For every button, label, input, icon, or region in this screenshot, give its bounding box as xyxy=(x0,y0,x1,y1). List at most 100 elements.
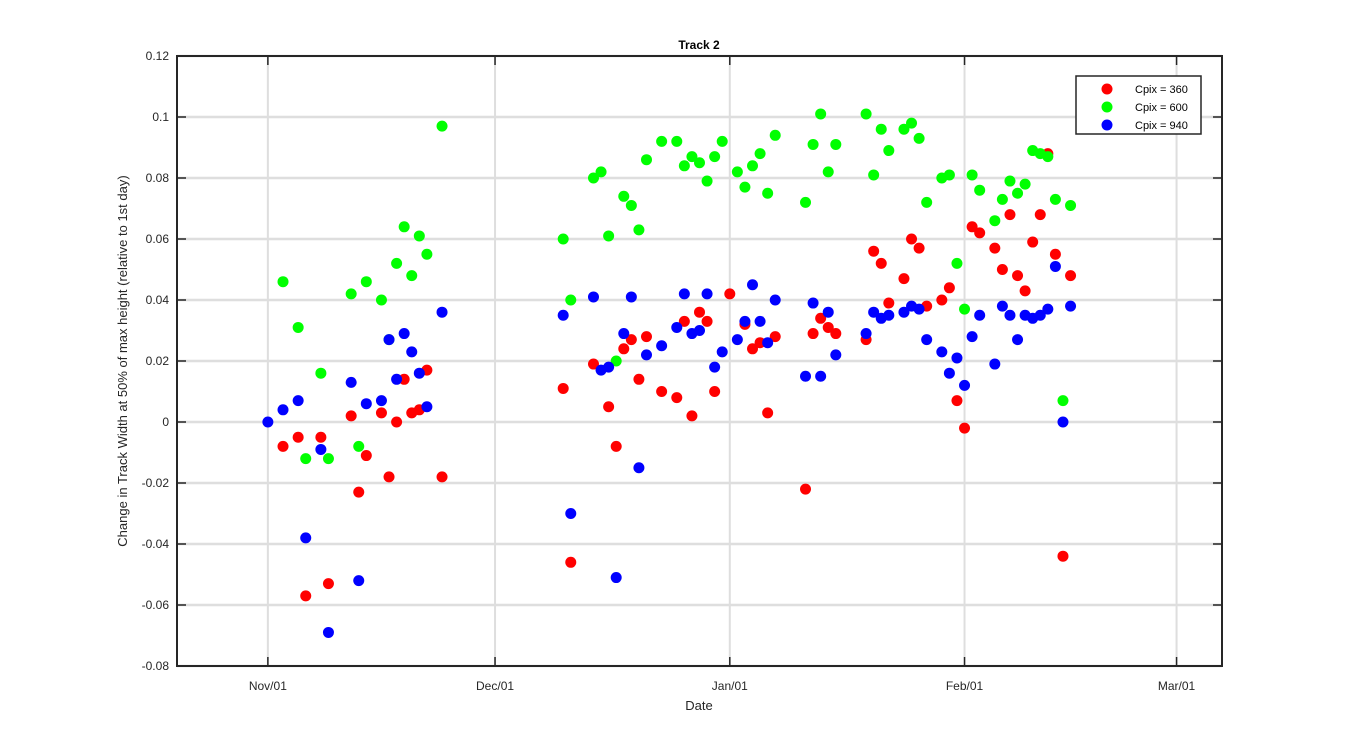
data-point xyxy=(671,392,683,404)
data-point xyxy=(966,331,978,343)
data-point xyxy=(701,288,713,300)
data-point xyxy=(277,404,289,416)
data-point xyxy=(716,135,728,147)
data-point xyxy=(1057,395,1069,407)
data-point xyxy=(883,309,895,321)
data-point xyxy=(686,410,698,422)
data-point xyxy=(989,215,1001,227)
data-point xyxy=(625,199,637,211)
y-tick-label: -0.06 xyxy=(142,598,170,612)
data-point xyxy=(398,373,410,385)
plot-frame xyxy=(176,55,1223,667)
data-point xyxy=(769,331,781,343)
data-point xyxy=(436,306,448,318)
data-point xyxy=(1065,270,1077,282)
data-point xyxy=(966,169,978,181)
data-point xyxy=(1042,303,1054,315)
data-point xyxy=(300,590,312,602)
data-point xyxy=(360,450,372,462)
data-point xyxy=(898,306,910,318)
data-point xyxy=(807,297,819,309)
data-point xyxy=(996,300,1008,312)
data-point xyxy=(587,291,599,303)
data-point xyxy=(686,151,698,163)
data-point xyxy=(898,273,910,285)
data-point xyxy=(709,386,721,397)
data-point xyxy=(595,166,607,178)
data-point xyxy=(966,221,978,233)
data-point xyxy=(322,578,334,590)
data-point xyxy=(898,123,910,135)
data-point xyxy=(769,294,781,306)
data-point xyxy=(739,315,751,327)
data-point xyxy=(1012,270,1024,282)
data-point xyxy=(1057,550,1069,562)
data-point xyxy=(762,407,774,419)
x-tick-label: Dec/01 xyxy=(476,679,514,693)
data-point xyxy=(656,340,668,352)
data-point xyxy=(640,154,652,166)
data-point xyxy=(436,120,448,132)
data-point xyxy=(292,321,304,333)
data-point xyxy=(868,306,880,318)
data-point xyxy=(345,376,357,388)
x-tick-label: Jan/01 xyxy=(712,679,748,693)
data-point xyxy=(391,373,403,385)
data-point xyxy=(398,328,410,340)
data-point xyxy=(603,361,615,373)
data-point xyxy=(996,193,1008,205)
data-point xyxy=(974,184,986,196)
data-point xyxy=(943,367,955,379)
data-point xyxy=(678,160,690,172)
data-point xyxy=(1034,309,1046,321)
data-point xyxy=(830,138,842,150)
data-point xyxy=(315,443,327,455)
data-point xyxy=(292,395,304,407)
series-3 xyxy=(262,260,1077,638)
data-point xyxy=(1057,416,1069,428)
data-point xyxy=(943,169,955,181)
data-point xyxy=(436,471,448,483)
y-tick-label: 0.08 xyxy=(146,171,170,185)
data-point xyxy=(1004,309,1016,321)
y-tick-labels: -0.08 -0.06 -0.04 -0.02 0 0.02 0.04 0.06 0.08 0.1… xyxy=(142,49,170,673)
legend: Cpix = 360 Cpix = 600 Cpix = 940 xyxy=(1075,75,1202,135)
data-point xyxy=(315,431,327,443)
data-point xyxy=(959,422,971,434)
data-point xyxy=(678,315,690,327)
data-point xyxy=(1065,199,1077,211)
data-point xyxy=(762,187,774,199)
data-point xyxy=(557,382,569,394)
data-point xyxy=(375,395,387,407)
data-point xyxy=(360,398,372,410)
legend-marker xyxy=(1101,119,1113,131)
data-point xyxy=(610,440,622,452)
data-point xyxy=(610,572,622,584)
data-point xyxy=(709,151,721,163)
data-point xyxy=(943,282,955,294)
data-point xyxy=(815,108,827,120)
data-point xyxy=(406,346,418,358)
data-point xyxy=(565,294,577,306)
data-point xyxy=(345,288,357,300)
data-point xyxy=(868,245,880,257)
data-point xyxy=(913,303,925,315)
legend-label: Cpix = 360 xyxy=(1135,84,1188,96)
data-point xyxy=(959,379,971,391)
data-point xyxy=(618,190,630,202)
data-point xyxy=(633,373,645,385)
data-point xyxy=(815,370,827,382)
data-point xyxy=(974,309,986,321)
data-point xyxy=(913,242,925,254)
data-point xyxy=(1012,187,1024,199)
data-point xyxy=(951,257,963,269)
data-point xyxy=(353,575,365,587)
data-point xyxy=(375,294,387,306)
data-point xyxy=(1004,209,1016,221)
data-point xyxy=(951,352,963,364)
data-point xyxy=(800,483,812,495)
data-point xyxy=(565,508,577,519)
data-point xyxy=(322,453,334,465)
data-point xyxy=(557,309,569,321)
data-point xyxy=(618,328,630,340)
